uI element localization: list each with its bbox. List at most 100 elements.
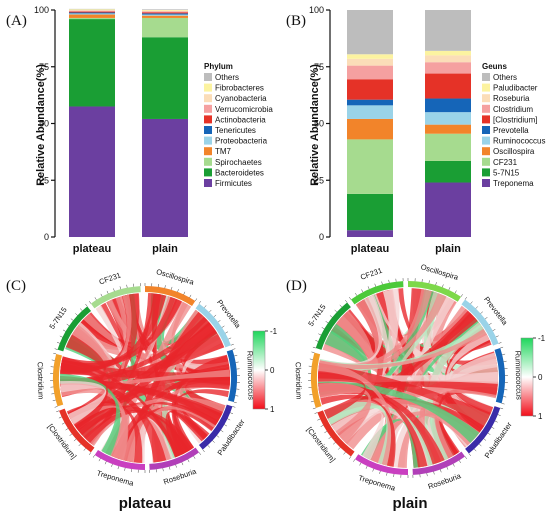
chord-tick — [78, 443, 81, 447]
legend-item: Oscillospira — [493, 147, 535, 156]
chord-tick — [224, 424, 228, 427]
chord-tick — [495, 335, 499, 338]
bar-segment — [142, 12, 188, 14]
chord-tick — [204, 305, 207, 308]
chord-tick — [460, 294, 463, 297]
color-scale-bar — [520, 337, 534, 417]
chord-tick — [233, 401, 237, 404]
chord-tick — [440, 469, 442, 473]
chord-tick — [442, 284, 444, 288]
chord-tick — [117, 466, 120, 470]
chord-tick — [464, 456, 467, 460]
legend-item: [Clostridium] — [493, 115, 537, 124]
bar-segment — [142, 9, 188, 10]
legend-swatch — [204, 179, 212, 187]
chord-tick — [386, 472, 388, 476]
chord-tick — [235, 395, 239, 397]
y-axis-label: Relative Abundance(%) — [309, 64, 321, 186]
chord-tick — [75, 313, 78, 316]
chord-tick — [227, 418, 231, 421]
y-tick-label: 100 — [34, 5, 49, 15]
chord-segment-label: Clostridium — [36, 362, 46, 400]
chord-tick — [309, 358, 313, 360]
panel-label-d: (D) — [286, 278, 307, 294]
chord-ribbon — [60, 384, 128, 461]
y-tick-label: 0 — [319, 232, 324, 242]
chord-segment-arc — [315, 302, 351, 350]
legend-item: Paludibacter — [493, 84, 538, 93]
legend-swatch — [482, 83, 490, 92]
chord-ribbon — [66, 401, 143, 463]
chord-segment-label: Treponema — [357, 473, 397, 493]
color-scale-label: 0 — [538, 373, 543, 382]
chord-ribbon — [125, 294, 230, 387]
chord-tick — [230, 343, 234, 346]
bar-segment — [425, 133, 471, 161]
chord-segment-label: CF231 — [359, 266, 383, 282]
chord-tick — [372, 468, 374, 472]
chord-tick — [119, 286, 121, 290]
chord-tick — [198, 452, 202, 456]
chord-tick — [169, 466, 171, 470]
legend-title: Geuns — [482, 62, 507, 71]
chord-ribbon — [339, 411, 384, 460]
chord-tick — [484, 317, 488, 320]
chord-tick — [310, 400, 314, 403]
chord-tick — [503, 396, 507, 398]
chord-tick — [126, 284, 128, 288]
chord-tick — [228, 337, 232, 340]
chord-tick — [329, 315, 333, 318]
chord-tick — [51, 393, 55, 395]
chord-tick — [349, 296, 352, 300]
chord-tick — [52, 399, 56, 401]
bar-segment — [425, 50, 471, 56]
legend-swatch — [204, 94, 212, 103]
color-scale-label: -1 — [538, 334, 546, 343]
x-tick-label: plateau — [351, 243, 390, 255]
legend-swatch — [204, 104, 212, 113]
bar-segment — [69, 12, 115, 14]
chord-segment-label: Treponema — [96, 468, 136, 488]
chord-tick — [480, 311, 483, 314]
bar-segment — [69, 10, 115, 12]
chord-tick — [337, 447, 341, 450]
chord-segment-label: Ruminococcus — [245, 351, 255, 401]
chord-segment-arc — [226, 349, 237, 403]
chord-tick — [325, 321, 329, 324]
bar-segment — [347, 105, 393, 119]
chord-ribbon — [318, 293, 447, 379]
bar-segment — [69, 19, 115, 107]
bar-segment — [142, 14, 188, 16]
chord-tick — [193, 456, 196, 459]
chord-tick — [73, 438, 77, 442]
chord-tick — [234, 355, 238, 357]
legend-item: Prevotella — [493, 126, 529, 135]
bar-segment — [425, 124, 471, 134]
chord-tick — [379, 470, 381, 474]
chord-ribbon — [73, 405, 190, 458]
y-tick-label: 25 — [314, 175, 324, 185]
chord-tick — [317, 418, 321, 421]
chord-segment-label: Roseburia — [162, 466, 198, 486]
chord-segment-arc — [317, 410, 355, 457]
chord-tick — [209, 309, 212, 313]
chord-tick — [435, 282, 437, 286]
chord-tick — [428, 280, 430, 284]
chord-ribbon — [79, 296, 175, 438]
chord-tick — [328, 436, 332, 439]
chord-tick — [177, 289, 179, 293]
bar-segment — [347, 118, 393, 140]
chord-tick — [345, 299, 348, 303]
y-tick-label: 75 — [39, 62, 49, 72]
chord-segment-arc — [354, 454, 408, 475]
chord-tick — [53, 352, 57, 355]
bar-segment — [425, 55, 471, 63]
legend-item: Actinobacteria — [215, 115, 266, 124]
chord-tick — [315, 340, 319, 342]
y-axis-label: Relative Abundance(%) — [35, 64, 47, 186]
chord-tick — [426, 473, 428, 477]
chord-tick — [220, 429, 224, 433]
legend-item: Verrucomicrobia — [215, 105, 273, 114]
chord-tick — [65, 428, 69, 431]
